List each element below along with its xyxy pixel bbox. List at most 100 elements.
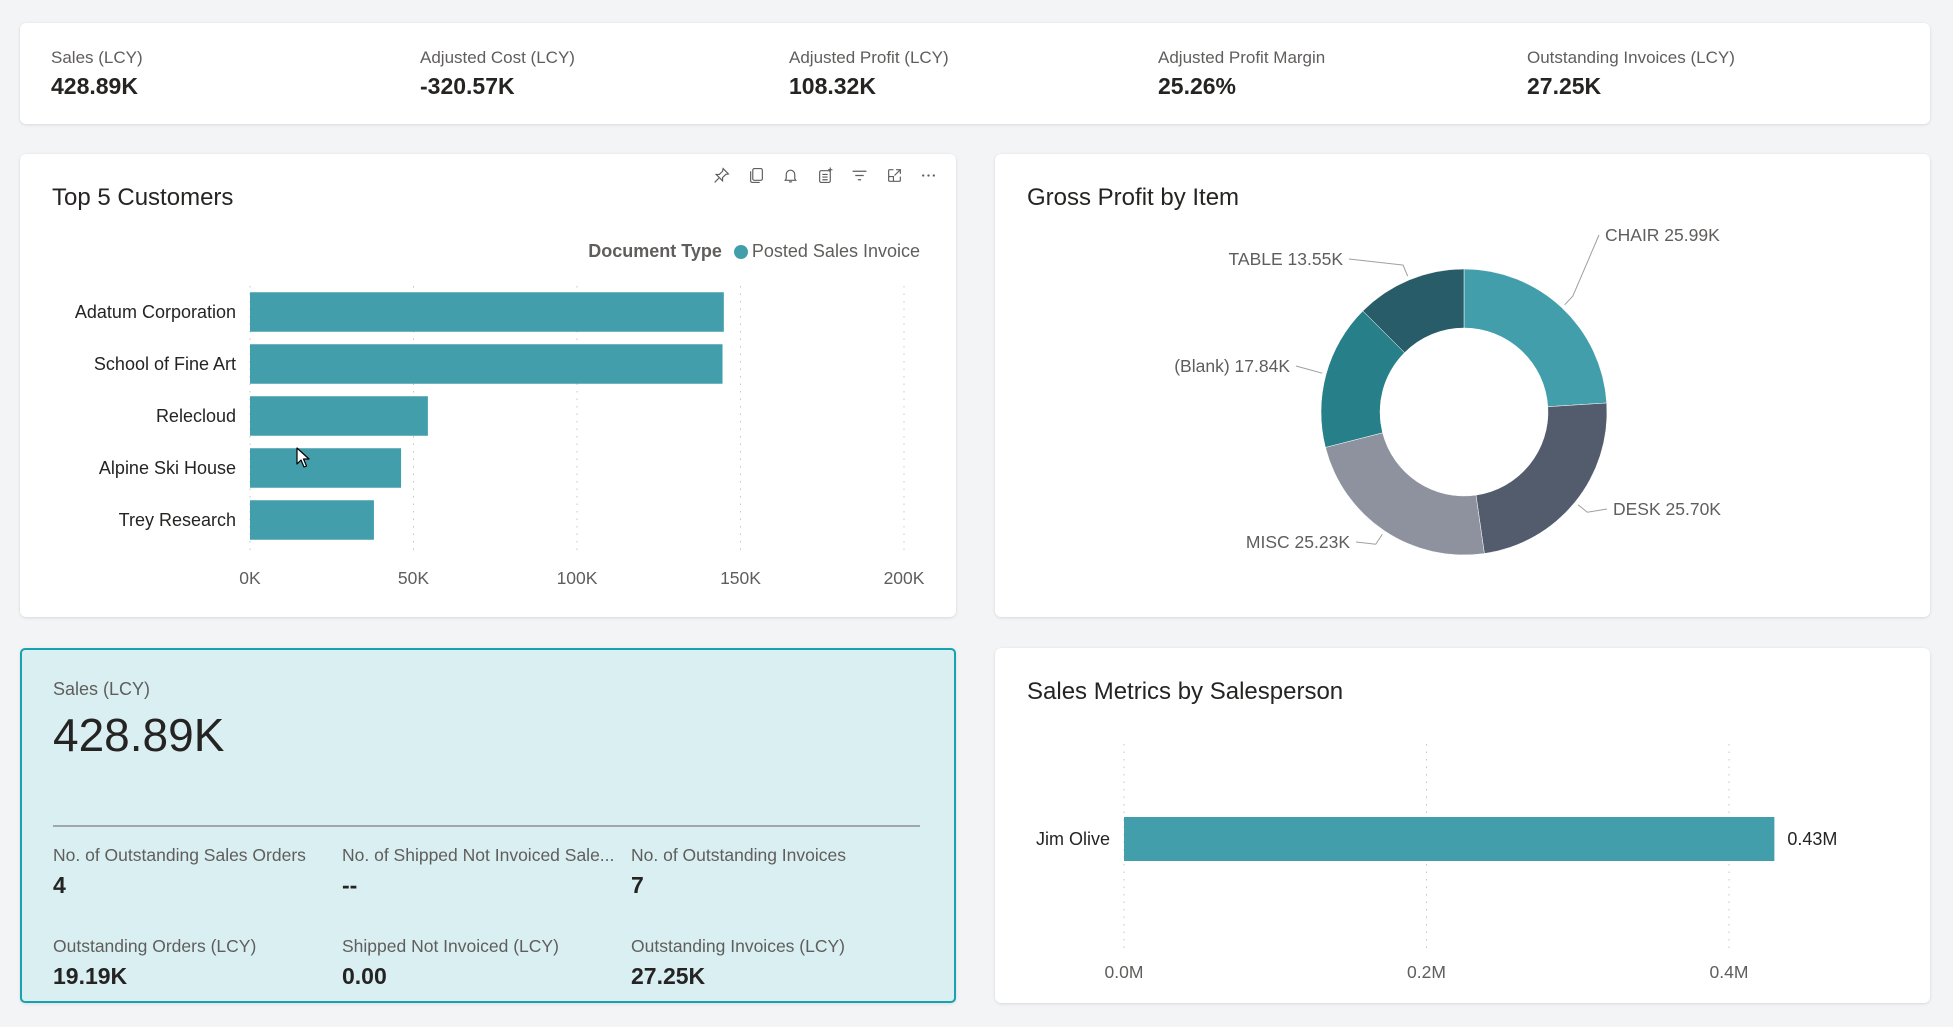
more-options-icon bbox=[922, 173, 936, 177]
set-alert-button[interactable] bbox=[774, 160, 809, 190]
metric-label: No. of Outstanding Invoices bbox=[631, 845, 846, 865]
filter-icon bbox=[852, 170, 867, 180]
copy-visual-button[interactable] bbox=[739, 160, 774, 190]
kpi-value: -320.57K bbox=[420, 73, 515, 99]
card-title: Sales Metrics by Salesperson bbox=[1027, 678, 1344, 705]
visual-toolbar bbox=[705, 160, 947, 190]
slice-label-chair: CHAIR 25.99K bbox=[1605, 225, 1720, 245]
slice-misc[interactable] bbox=[1325, 432, 1485, 556]
pin-icon bbox=[714, 166, 730, 183]
legend-title: Document Type bbox=[588, 241, 722, 261]
more-options-button[interactable] bbox=[912, 160, 947, 190]
sales-summary-card[interactable]: Sales (LCY) 428.89K No. of Outstanding S… bbox=[20, 648, 956, 1003]
kpi-value: 25.26% bbox=[1158, 73, 1237, 99]
bell-icon bbox=[784, 169, 798, 182]
kpi-adjusted-cost[interactable]: Adjusted Cost (LCY) -320.57K bbox=[420, 48, 575, 100]
slice-chair[interactable] bbox=[1463, 268, 1607, 407]
metric-value: 0.00 bbox=[342, 963, 387, 989]
leader-line bbox=[1348, 258, 1409, 277]
kpi-adjusted-profit[interactable]: Adjusted Profit (LCY) 108.32K bbox=[789, 48, 949, 100]
x-tick-label: 200K bbox=[884, 568, 925, 588]
bar-school-of-fine-art[interactable] bbox=[250, 344, 723, 384]
filter-button[interactable] bbox=[843, 160, 878, 190]
bar-relecloud[interactable] bbox=[250, 396, 428, 436]
kpi-label: Adjusted Profit Margin bbox=[1158, 48, 1326, 67]
metric-outstanding-invoices-lcy[interactable]: Outstanding Invoices (LCY) 27.25K bbox=[631, 936, 921, 990]
metric-label: No. of Shipped Not Invoiced Sale... bbox=[342, 845, 615, 865]
leader-line bbox=[1564, 234, 1600, 306]
metric-outstanding-invoices-count[interactable]: No. of Outstanding Invoices 7 bbox=[631, 845, 921, 899]
chart-legend: Document Type Posted Sales Invoice bbox=[588, 241, 920, 262]
kpi-summary-card: Sales (LCY) 428.89K Adjusted Cost (LCY) … bbox=[20, 23, 1930, 124]
salesperson-chart: 0.0M 0.2M 0.4M Jim Olive 0.43M bbox=[1036, 744, 1837, 982]
kpi-value: 27.25K bbox=[1527, 73, 1602, 99]
kpi-outstanding-invoices[interactable]: Outstanding Invoices (LCY) 27.25K bbox=[1527, 48, 1735, 100]
metric-outstanding-orders-lcy[interactable]: Outstanding Orders (LCY) 19.19K bbox=[53, 936, 343, 990]
slice-label-blank: (Blank) 17.84K bbox=[1174, 356, 1290, 376]
card-title: Top 5 Customers bbox=[52, 184, 234, 211]
metric-value: 27.25K bbox=[631, 963, 706, 989]
metric-label: Shipped Not Invoiced (LCY) bbox=[342, 936, 559, 956]
smart-narrative-button[interactable] bbox=[808, 160, 843, 190]
metric-value: 19.19K bbox=[53, 963, 128, 989]
kpi-label: Sales (LCY) bbox=[51, 48, 143, 67]
focus-mode-button[interactable] bbox=[877, 160, 912, 190]
y-category-label: Relecloud bbox=[156, 406, 236, 426]
slice-table[interactable] bbox=[1362, 268, 1465, 353]
metric-shipped-not-invoiced-count[interactable]: No. of Shipped Not Invoiced Sale... -- bbox=[342, 845, 632, 899]
x-tick-label: 0.2M bbox=[1407, 962, 1446, 982]
y-category-label: Jim Olive bbox=[1036, 829, 1110, 849]
x-tick-label: 50K bbox=[398, 568, 429, 588]
pin-visual-button[interactable] bbox=[705, 160, 740, 190]
gross-profit-card[interactable]: Gross Profit by Item CHAIR 25.99K DESK 25… bbox=[995, 154, 1930, 617]
divider bbox=[53, 825, 920, 827]
slice-label-desk: DESK 25.70K bbox=[1613, 499, 1721, 519]
legend-item-posted-sales-invoice[interactable]: Posted Sales Invoice bbox=[751, 241, 920, 261]
metric-value: 4 bbox=[53, 872, 66, 898]
copy-icon bbox=[749, 167, 763, 183]
x-tick-label: 0K bbox=[239, 568, 261, 588]
insights-icon bbox=[818, 167, 833, 183]
y-category-label: Adatum Corporation bbox=[75, 302, 236, 322]
bar-jim-olive[interactable] bbox=[1124, 817, 1775, 861]
focus-mode-icon bbox=[887, 168, 901, 182]
kpi-label: Adjusted Profit (LCY) bbox=[789, 48, 949, 67]
x-tick-label: 0.0M bbox=[1105, 962, 1144, 982]
salesperson-metrics-card[interactable]: Sales Metrics by Salesperson 0.0M 0.2M 0.4… bbox=[995, 648, 1930, 1003]
slice-label-misc: MISC 25.23K bbox=[1246, 532, 1350, 552]
metric-outstanding-sales-orders-count[interactable]: No. of Outstanding Sales Orders 4 bbox=[53, 845, 343, 899]
bar-trey-research[interactable] bbox=[250, 500, 374, 540]
y-category-label: Alpine Ski House bbox=[99, 458, 236, 478]
sales-label: Sales (LCY) bbox=[53, 679, 151, 699]
kpi-adjusted-profit-margin[interactable]: Adjusted Profit Margin 25.26% bbox=[1158, 48, 1325, 100]
kpi-value: 108.32K bbox=[789, 73, 876, 99]
top-customers-card[interactable]: Top 5 Customers Document Type Posted Sal… bbox=[20, 154, 956, 617]
slice-desk[interactable] bbox=[1475, 402, 1608, 554]
bar-adatum-corporation[interactable] bbox=[250, 292, 724, 332]
card-title: Gross Profit by Item bbox=[1027, 184, 1240, 211]
legend-marker bbox=[733, 244, 748, 259]
metric-label: No. of Outstanding Sales Orders bbox=[53, 845, 306, 865]
y-category-label: School of Fine Art bbox=[94, 354, 236, 374]
leader-line bbox=[1295, 365, 1323, 374]
metric-value: -- bbox=[342, 872, 358, 898]
data-label: 0.43M bbox=[1787, 829, 1837, 849]
x-tick-label: 100K bbox=[557, 568, 598, 588]
top-customers-chart: 0K 50K 100K 150K 200K Adatum Corporation Schoo… bbox=[75, 286, 925, 588]
sales-value: 428.89K bbox=[53, 709, 225, 761]
bar-alpine-ski-house[interactable] bbox=[250, 448, 402, 488]
gross-profit-donut-chart: CHAIR 25.99K DESK 25.70K MISC 25.23K (Blank… bbox=[1174, 225, 1721, 556]
metric-label: Outstanding Invoices (LCY) bbox=[631, 936, 845, 956]
kpi-sales[interactable]: Sales (LCY) 428.89K bbox=[51, 48, 143, 100]
x-tick-label: 0.4M bbox=[1710, 962, 1749, 982]
leader-line bbox=[1355, 533, 1383, 545]
metric-label: Outstanding Orders (LCY) bbox=[53, 936, 257, 956]
metric-shipped-not-invoiced-lcy[interactable]: Shipped Not Invoiced (LCY) 0.00 bbox=[342, 936, 632, 990]
y-category-label: Trey Research bbox=[119, 510, 236, 530]
kpi-label: Adjusted Cost (LCY) bbox=[420, 48, 575, 67]
slice-label-table: TABLE 13.55K bbox=[1229, 249, 1344, 269]
leader-line bbox=[1577, 504, 1608, 513]
x-tick-label: 150K bbox=[720, 568, 761, 588]
metric-value: 7 bbox=[631, 872, 644, 898]
kpi-value: 428.89K bbox=[51, 73, 138, 99]
